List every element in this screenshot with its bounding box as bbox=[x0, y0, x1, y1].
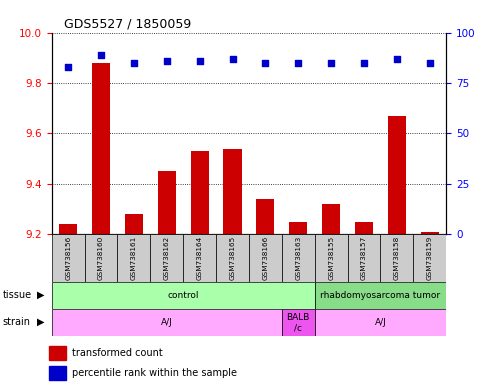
Point bbox=[294, 60, 302, 66]
Bar bbox=[289, 222, 307, 234]
Point bbox=[130, 60, 138, 66]
FancyBboxPatch shape bbox=[315, 309, 446, 336]
FancyBboxPatch shape bbox=[315, 282, 446, 309]
Bar bbox=[388, 116, 406, 234]
Text: strain: strain bbox=[2, 317, 31, 327]
Text: ▶: ▶ bbox=[37, 317, 44, 327]
Text: transformed count: transformed count bbox=[72, 348, 163, 358]
Bar bbox=[355, 222, 373, 234]
Bar bbox=[191, 151, 209, 234]
Text: BALB
/c: BALB /c bbox=[286, 313, 310, 332]
FancyBboxPatch shape bbox=[282, 234, 315, 282]
FancyBboxPatch shape bbox=[381, 234, 413, 282]
Point bbox=[64, 64, 72, 70]
Point bbox=[360, 60, 368, 66]
Point bbox=[327, 60, 335, 66]
Text: GSM738158: GSM738158 bbox=[394, 236, 400, 280]
Text: GSM738159: GSM738159 bbox=[427, 236, 433, 280]
Text: rhabdomyosarcoma tumor: rhabdomyosarcoma tumor bbox=[320, 291, 440, 300]
Bar bbox=[49, 346, 66, 360]
Point bbox=[196, 58, 204, 64]
FancyBboxPatch shape bbox=[52, 234, 85, 282]
Bar bbox=[223, 149, 242, 234]
Text: ▶: ▶ bbox=[37, 290, 44, 300]
Text: percentile rank within the sample: percentile rank within the sample bbox=[72, 368, 237, 378]
Bar bbox=[92, 63, 110, 234]
FancyBboxPatch shape bbox=[348, 234, 381, 282]
Text: GSM738165: GSM738165 bbox=[230, 236, 236, 280]
FancyBboxPatch shape bbox=[52, 309, 282, 336]
FancyBboxPatch shape bbox=[249, 234, 282, 282]
Bar bbox=[49, 366, 66, 379]
FancyBboxPatch shape bbox=[85, 234, 117, 282]
Text: tissue: tissue bbox=[2, 290, 32, 300]
Text: GSM738157: GSM738157 bbox=[361, 236, 367, 280]
FancyBboxPatch shape bbox=[52, 282, 315, 309]
Point bbox=[97, 52, 105, 58]
Bar bbox=[256, 199, 275, 234]
Text: GSM738160: GSM738160 bbox=[98, 236, 104, 280]
Text: GSM738156: GSM738156 bbox=[65, 236, 71, 280]
Text: control: control bbox=[168, 291, 199, 300]
FancyBboxPatch shape bbox=[413, 234, 446, 282]
Bar bbox=[322, 204, 340, 234]
Bar bbox=[59, 224, 77, 234]
FancyBboxPatch shape bbox=[117, 234, 150, 282]
Point bbox=[261, 60, 269, 66]
Point bbox=[163, 58, 171, 64]
Bar bbox=[421, 232, 439, 234]
Bar bbox=[125, 214, 143, 234]
Point bbox=[393, 56, 401, 62]
Text: GSM738155: GSM738155 bbox=[328, 236, 334, 280]
FancyBboxPatch shape bbox=[315, 234, 348, 282]
Text: GSM738162: GSM738162 bbox=[164, 236, 170, 280]
Text: GDS5527 / 1850059: GDS5527 / 1850059 bbox=[64, 17, 191, 30]
Text: A/J: A/J bbox=[161, 318, 173, 327]
FancyBboxPatch shape bbox=[216, 234, 249, 282]
FancyBboxPatch shape bbox=[150, 234, 183, 282]
Text: A/J: A/J bbox=[375, 318, 387, 327]
FancyBboxPatch shape bbox=[282, 309, 315, 336]
Point bbox=[426, 60, 434, 66]
FancyBboxPatch shape bbox=[183, 234, 216, 282]
Text: GSM738166: GSM738166 bbox=[262, 236, 268, 280]
Text: GSM738164: GSM738164 bbox=[197, 236, 203, 280]
Text: GSM738161: GSM738161 bbox=[131, 236, 137, 280]
Point bbox=[229, 56, 237, 62]
Text: GSM738163: GSM738163 bbox=[295, 236, 301, 280]
Bar bbox=[158, 171, 176, 234]
